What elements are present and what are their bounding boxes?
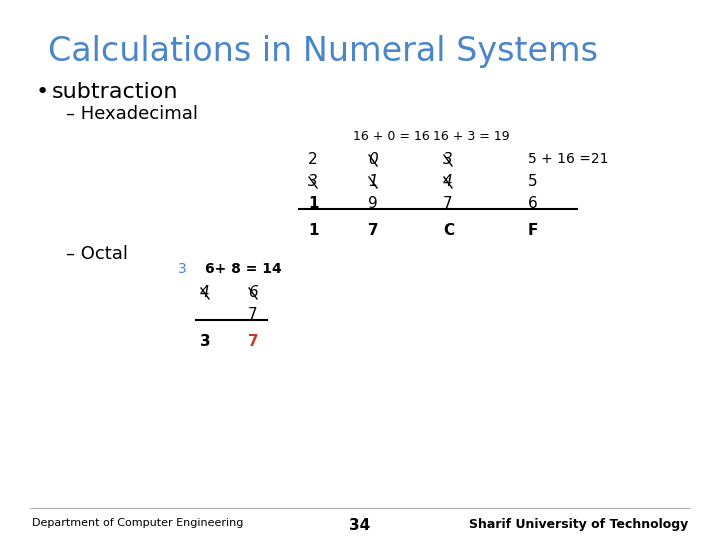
Text: 16 + 3 = 19: 16 + 3 = 19 [433,130,510,143]
Text: 4: 4 [443,174,453,189]
Text: 4: 4 [200,285,210,300]
Text: 3: 3 [200,334,211,349]
Text: 6: 6 [528,196,538,211]
Text: 7: 7 [248,334,258,349]
Text: F: F [528,223,539,238]
Text: 7: 7 [443,196,453,211]
Text: 1: 1 [368,174,378,189]
Text: 6+ 8 = 14: 6+ 8 = 14 [205,262,282,276]
Text: 7: 7 [248,307,258,322]
Text: Sharif University of Technology: Sharif University of Technology [469,518,688,531]
Text: 5 + 16 =21: 5 + 16 =21 [528,152,608,166]
Text: 16 + 0 = 16: 16 + 0 = 16 [353,130,430,143]
Text: 1: 1 [308,196,318,211]
Text: 9: 9 [368,196,378,211]
Text: •: • [36,82,49,102]
Text: 6: 6 [248,285,258,300]
Text: C: C [443,223,454,238]
Text: 3: 3 [308,174,318,189]
Text: Department of Computer Engineering: Department of Computer Engineering [32,518,243,528]
Text: 2: 2 [308,152,318,167]
Text: subtraction: subtraction [52,82,179,102]
Text: 3: 3 [178,262,186,276]
Text: 5: 5 [528,174,538,189]
Text: Calculations in Numeral Systems: Calculations in Numeral Systems [48,35,598,68]
Text: 3: 3 [443,152,453,167]
Text: 1: 1 [308,223,318,238]
Text: – Hexadecimal: – Hexadecimal [66,105,198,123]
Text: – Octal: – Octal [66,245,128,263]
Text: 7: 7 [368,223,379,238]
Text: 0: 0 [368,152,378,167]
Text: 34: 34 [349,518,371,533]
